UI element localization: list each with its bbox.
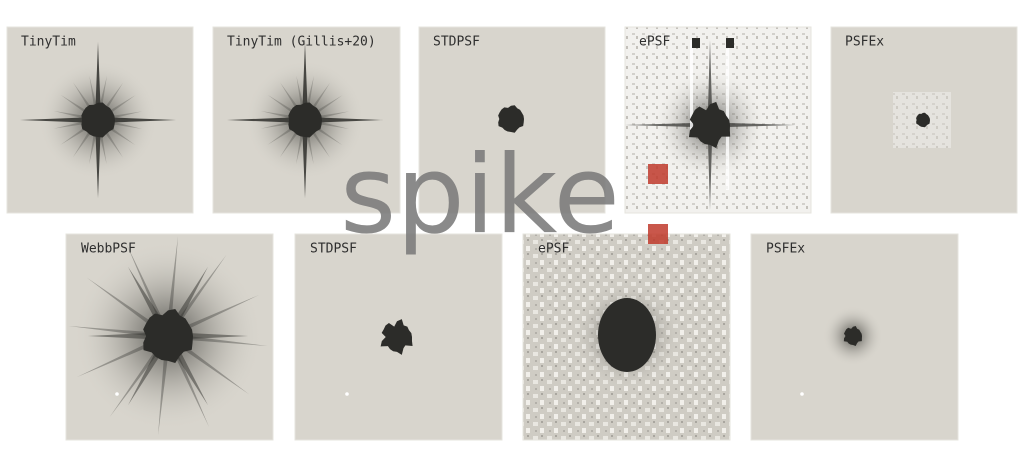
psf-core: [498, 105, 524, 133]
logo-square: [648, 164, 668, 184]
panels: TinyTim TinyTim (Gillis+20) STDPSF ePSF PSFE…: [6, 26, 1018, 441]
panel-label: STDPSF: [310, 242, 357, 257]
psf-artifact: [692, 38, 700, 48]
panel-label: ePSF: [639, 35, 670, 50]
panel-label: PSFEx: [845, 35, 884, 50]
panel-label: TinyTim (Gillis+20): [227, 35, 376, 50]
psf-core: [916, 112, 930, 128]
panel-label: PSFEx: [766, 242, 805, 257]
psf-core: [688, 101, 731, 149]
psf-artifact: [726, 40, 729, 190]
psf-spike: [126, 244, 171, 338]
psf-spike: [302, 120, 308, 198]
psf-spike: [95, 120, 101, 198]
logo-square: [648, 224, 668, 244]
panel-label: WebbPSF: [81, 242, 136, 257]
panel-label: ePSF: [538, 242, 569, 257]
psf-spike: [98, 117, 176, 123]
marker-dot: [345, 392, 349, 396]
psf-core: [380, 319, 413, 355]
psf-artifact: [690, 40, 693, 130]
psf-core: [598, 298, 656, 372]
psf-core: [843, 325, 862, 347]
psf-spike: [302, 42, 308, 120]
psf-spike: [227, 117, 305, 123]
panel-label: STDPSF: [433, 35, 480, 50]
psf-spike: [707, 125, 713, 210]
psf-spike: [625, 122, 710, 128]
psf-core: [143, 309, 193, 363]
psf-core: [288, 102, 322, 138]
psf-spike: [20, 117, 98, 123]
logo: spike: [340, 133, 620, 258]
psf-spike: [305, 117, 383, 123]
psf-spike: [710, 122, 795, 128]
psf-spike: [95, 42, 101, 120]
psf-artifact: [726, 38, 734, 48]
panel-label: TinyTim: [21, 35, 76, 50]
marker-dot: [115, 392, 119, 396]
psf-core: [81, 102, 115, 138]
marker-dot: [800, 392, 804, 396]
